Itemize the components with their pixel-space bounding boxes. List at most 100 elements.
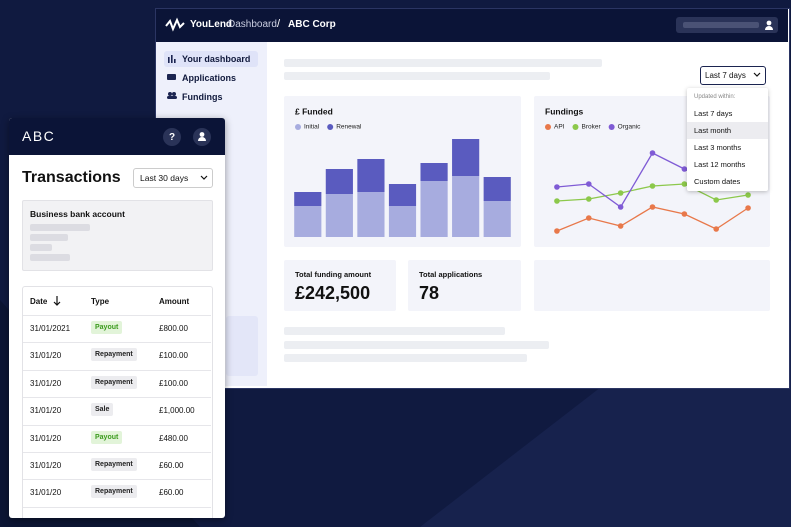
bar-segment xyxy=(357,159,385,192)
dropdown-highlight xyxy=(687,122,768,139)
type-badge: Payout xyxy=(91,321,123,334)
legend-swatch xyxy=(295,124,301,130)
point xyxy=(713,197,720,203)
line xyxy=(556,206,749,232)
stat-label: Total applications xyxy=(419,270,483,279)
row-divider xyxy=(23,369,211,371)
brand-suffix: Dashboard xyxy=(228,19,277,30)
legend-swatch xyxy=(608,124,615,130)
stat-value: £242,500 xyxy=(295,283,371,303)
placeholder xyxy=(284,341,549,349)
point xyxy=(681,181,688,187)
point xyxy=(745,205,751,211)
logo-icon xyxy=(165,17,185,32)
sidebar-placeholder xyxy=(226,316,258,376)
row-divider xyxy=(23,452,211,453)
legend-label: Renewal xyxy=(336,124,362,131)
placeholder xyxy=(30,244,52,251)
point xyxy=(554,198,560,204)
dropdown-option[interactable]: Last 7 days xyxy=(694,109,733,118)
dropdown-option[interactable]: Custom dates xyxy=(694,177,741,186)
nav-item[interactable]: Applications xyxy=(182,73,237,83)
type-badge: Repayment xyxy=(91,348,137,362)
table-header: Date xyxy=(30,297,48,306)
date-cell: 31/01/20 xyxy=(30,461,62,470)
row-divider xyxy=(23,506,211,508)
point xyxy=(585,181,592,187)
amount-cell: £100.00 xyxy=(159,351,188,361)
type-badge: Repayment xyxy=(91,458,137,471)
date-cell: 31/01/2021 xyxy=(30,324,71,333)
amount-cell: £60.00 xyxy=(159,488,184,498)
dropdown-option[interactable]: Last 3 months xyxy=(694,143,742,152)
date-cell: 31/01/20 xyxy=(30,406,62,416)
mobile-range-text: Last 30 days xyxy=(140,173,189,183)
svg-text:?: ? xyxy=(169,132,175,143)
bar-segment xyxy=(294,206,322,237)
bar-segment xyxy=(325,169,353,194)
bar-segment xyxy=(388,184,417,206)
account-placeholder xyxy=(683,22,759,28)
nav-icons xyxy=(167,55,177,99)
type-badge: Repayment xyxy=(91,485,137,499)
mobile-range-select[interactable] xyxy=(133,168,213,188)
bar-segment xyxy=(294,192,322,206)
bar-segment xyxy=(420,163,448,181)
range-select-text: Last 7 days xyxy=(705,71,746,80)
table-header: Amount xyxy=(159,297,190,306)
chart-title: Fundings xyxy=(545,106,584,116)
amount-cell: £800.00 xyxy=(159,324,188,333)
account-title: Business bank account xyxy=(30,209,125,219)
row-divider xyxy=(23,479,211,481)
placeholder xyxy=(30,234,68,241)
point xyxy=(617,223,624,229)
transactions-table xyxy=(22,286,213,518)
chevron xyxy=(753,72,761,77)
date-cell: 31/01/20 xyxy=(30,488,62,498)
placeholder xyxy=(284,59,602,67)
brand: YouLend xyxy=(190,19,233,30)
mobile-card: ABC ? Transactions Last 30 days Business… xyxy=(9,118,225,518)
point xyxy=(554,228,560,234)
point xyxy=(585,215,592,221)
placeholder xyxy=(284,72,550,80)
bar-segment xyxy=(452,139,480,176)
dropdown-option[interactable]: Last 12 months xyxy=(694,160,746,169)
separator: / xyxy=(277,18,281,30)
row-divider xyxy=(23,315,211,316)
type-badge: Sale xyxy=(91,403,114,417)
legend-swatch xyxy=(572,124,579,130)
point xyxy=(681,166,688,172)
legend-label: Broker xyxy=(581,124,601,131)
range-select[interactable] xyxy=(700,66,766,85)
nav-item[interactable]: Your dashboard xyxy=(182,54,251,64)
placeholder xyxy=(284,354,527,362)
placeholder xyxy=(30,224,90,231)
point xyxy=(649,204,656,210)
type-badge: Repayment xyxy=(91,375,137,389)
stat-value: 78 xyxy=(419,283,440,303)
point xyxy=(649,183,656,189)
stat-label: Total funding amount xyxy=(295,270,372,279)
point xyxy=(617,190,624,196)
type-badge: Payout xyxy=(91,430,123,444)
bar-segment xyxy=(325,194,353,237)
bar-segment xyxy=(452,176,480,237)
sort-icon[interactable] xyxy=(53,296,61,306)
bar-segment xyxy=(420,181,448,237)
legend-swatch xyxy=(545,124,551,130)
empty-card xyxy=(534,260,770,311)
mobile-logo: ABC xyxy=(22,128,56,144)
bar-segment xyxy=(483,201,511,237)
user-icon xyxy=(765,20,773,30)
mobile-header xyxy=(9,118,225,155)
stat-card xyxy=(408,260,521,311)
mobile-title: Transactions xyxy=(22,169,121,186)
nav-item[interactable]: Fundings xyxy=(182,92,223,102)
bar-segment xyxy=(357,192,385,237)
nav-active xyxy=(164,51,258,67)
point xyxy=(617,204,624,210)
dropdown-option[interactable]: Last month xyxy=(694,126,732,135)
point xyxy=(649,150,656,156)
